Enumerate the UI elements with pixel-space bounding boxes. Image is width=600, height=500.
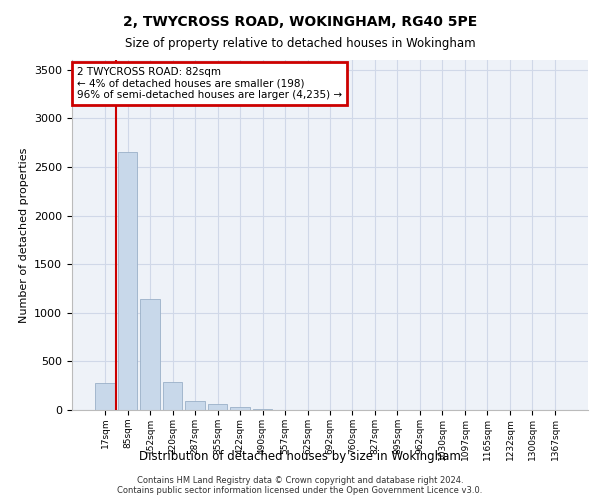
Bar <box>208 404 227 410</box>
Bar <box>140 299 160 410</box>
Bar <box>185 401 205 410</box>
Text: Size of property relative to detached houses in Wokingham: Size of property relative to detached ho… <box>125 38 475 51</box>
Text: Distribution of detached houses by size in Wokingham: Distribution of detached houses by size … <box>139 450 461 463</box>
Y-axis label: Number of detached properties: Number of detached properties <box>19 148 29 322</box>
Text: Contains public sector information licensed under the Open Government Licence v3: Contains public sector information licen… <box>118 486 482 495</box>
Bar <box>230 406 250 410</box>
Text: Contains HM Land Registry data © Crown copyright and database right 2024.: Contains HM Land Registry data © Crown c… <box>137 476 463 485</box>
Bar <box>163 382 182 410</box>
Text: 2, TWYCROSS ROAD, WOKINGHAM, RG40 5PE: 2, TWYCROSS ROAD, WOKINGHAM, RG40 5PE <box>123 15 477 29</box>
Text: 2 TWYCROSS ROAD: 82sqm
← 4% of detached houses are smaller (198)
96% of semi-det: 2 TWYCROSS ROAD: 82sqm ← 4% of detached … <box>77 67 342 100</box>
Bar <box>253 408 272 410</box>
Bar <box>118 152 137 410</box>
Bar <box>95 383 115 410</box>
